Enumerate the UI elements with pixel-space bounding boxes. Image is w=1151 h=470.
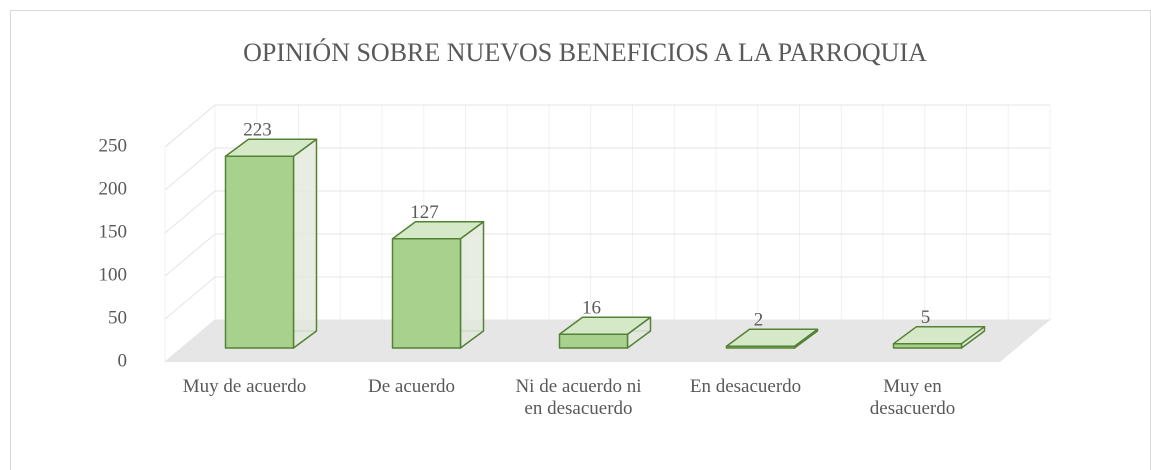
data-label: 127 [410,202,439,223]
bar [224,138,318,349]
bar [391,221,485,349]
bar [892,325,986,349]
grid-line [164,147,216,191]
bar-front [725,345,796,349]
x-tick-label: Muy en desacuerdo [869,376,956,419]
y-tick-label: 100 [99,264,128,285]
bar-front [391,238,462,349]
x-tick-label: Muy de acuerdo [182,376,307,397]
bar-front [558,333,629,349]
bar-side [292,138,318,349]
data-label: 2 [754,310,764,331]
y-tick-label: 200 [99,178,128,199]
grid-line [164,319,216,363]
grid-line [164,276,216,320]
chart-title: OPINIÓN SOBRE NUEVOS BENEFICIOS A LA PAR… [243,38,927,67]
bar [558,316,652,349]
data-label: 5 [921,307,931,328]
x-tick-label: En desacuerdo [689,376,802,397]
grid-line [164,190,216,234]
x-tick-label: De acuerdo [367,376,456,397]
y-tick-label: 0 [118,350,128,371]
y-tick-label: 150 [99,221,128,242]
bar [725,328,819,349]
bar-side [459,221,485,349]
y-tick-label: 50 [108,307,127,328]
data-label: 16 [582,298,601,319]
data-label: 223 [243,120,272,141]
side-wall [164,103,216,364]
y-tick-label: 250 [99,135,128,156]
grid-line [164,233,216,277]
bar-front [892,342,963,349]
x-tick-label: Ni de acuerdo ni en desacuerdo [515,376,642,419]
bar-front [224,155,295,349]
grid-line [164,104,216,148]
